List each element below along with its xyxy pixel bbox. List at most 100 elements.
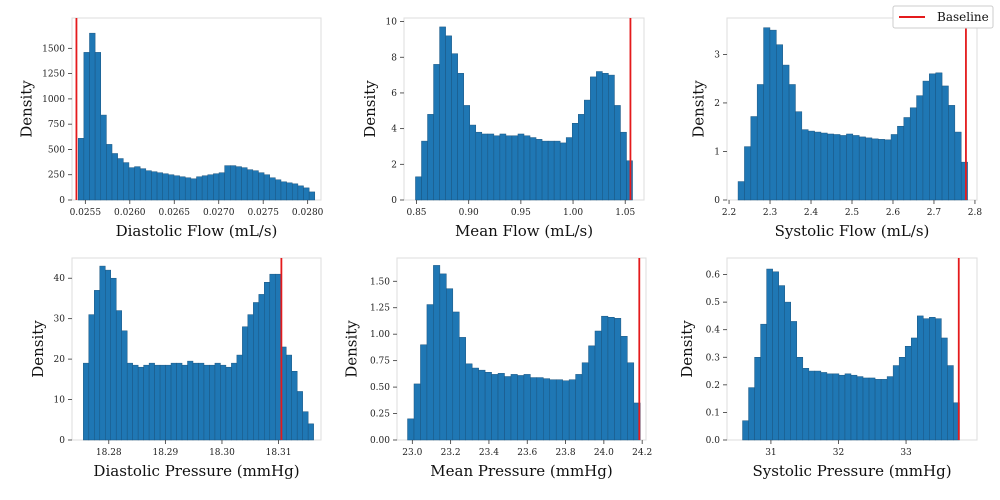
histogram-bar bbox=[181, 364, 188, 441]
histogram-bar bbox=[620, 131, 627, 201]
histogram-bar bbox=[878, 139, 885, 201]
panel-5: 31 32 33 0.0 0.1 0.2 0.3 0.4 0.5 0.6 Systolic Pres… bbox=[678, 257, 978, 480]
histogram-bar bbox=[156, 172, 163, 201]
histogram-bar bbox=[505, 135, 513, 201]
histogram-bar bbox=[253, 302, 260, 441]
x-tick-label: 0.0275 bbox=[247, 208, 279, 218]
histogram-bar bbox=[99, 265, 106, 441]
histogram-bar bbox=[763, 27, 771, 201]
histogram-bar bbox=[162, 173, 169, 201]
x-axis-label: Diastolic Pressure (mmHg) bbox=[93, 462, 299, 480]
histogram-bar bbox=[88, 314, 95, 441]
histogram-bar bbox=[602, 73, 609, 201]
histogram-bar bbox=[935, 72, 943, 201]
histogram-bar bbox=[83, 362, 90, 441]
histogram-bar bbox=[941, 85, 949, 201]
histogram-bar bbox=[433, 265, 441, 441]
y-tick-label: 30 bbox=[54, 315, 66, 325]
histogram-bar bbox=[433, 64, 440, 201]
histogram-bar bbox=[916, 95, 924, 201]
histogram-bar bbox=[151, 171, 158, 201]
y-tick-label: 1.00 bbox=[370, 330, 390, 340]
histogram-bar bbox=[549, 379, 557, 441]
histogram-bar bbox=[457, 73, 464, 201]
histogram-bar bbox=[439, 26, 446, 201]
histogram-bar bbox=[187, 360, 194, 441]
x-tick-label: 23.2 bbox=[441, 448, 461, 458]
histogram-bar bbox=[801, 129, 809, 201]
histogram-bar bbox=[471, 367, 479, 441]
histogram-bar bbox=[207, 174, 214, 201]
y-axis-label: Density bbox=[18, 80, 36, 138]
histogram-bar bbox=[581, 362, 589, 441]
x-tick-label: 0.85 bbox=[406, 208, 426, 218]
x-tick-label: 18.30 bbox=[209, 448, 235, 458]
histogram-bar bbox=[493, 135, 501, 201]
histogram-bar bbox=[83, 52, 90, 201]
histogram-bar bbox=[427, 114, 434, 201]
histogram-bar bbox=[106, 144, 113, 201]
histogram-bar bbox=[242, 326, 249, 441]
x-tick-label: 23.4 bbox=[479, 448, 499, 458]
histogram-bar bbox=[742, 420, 749, 441]
histogram-bar bbox=[760, 323, 767, 441]
histogram-bar bbox=[748, 387, 755, 441]
histogram-bar bbox=[874, 379, 882, 441]
histogram-bar bbox=[89, 32, 96, 201]
histogram-bar bbox=[543, 378, 551, 441]
histogram-bar bbox=[246, 169, 254, 201]
x-tick-label: 2.7 bbox=[927, 208, 942, 218]
histogram-bar bbox=[145, 170, 152, 201]
y-tick-label: 2 bbox=[391, 160, 397, 170]
y-tick-label: 8 bbox=[391, 53, 397, 63]
y-tick-label: 0.6 bbox=[706, 271, 721, 281]
histogram-bar bbox=[530, 377, 538, 441]
histogram-bar bbox=[832, 373, 840, 441]
histogram-bar bbox=[782, 64, 790, 201]
legend: Baseline bbox=[892, 5, 994, 29]
histogram-bar bbox=[897, 125, 905, 201]
histogram-bar bbox=[296, 391, 303, 441]
histogram-bar bbox=[929, 73, 936, 201]
histogram-bar bbox=[481, 133, 489, 201]
histogram-bar bbox=[903, 117, 911, 201]
histogram-bar bbox=[922, 80, 930, 201]
panel-3: 18.28 18.29 18.30 18.31 0 10 20 30 40 Diastolic P… bbox=[29, 257, 322, 480]
y-tick-label: 6 bbox=[391, 89, 397, 99]
histogram-bar bbox=[302, 411, 309, 441]
histogram-bar bbox=[134, 166, 141, 201]
histogram-bar bbox=[176, 362, 183, 441]
histogram-bar bbox=[838, 374, 846, 441]
histogram-bar bbox=[213, 173, 220, 201]
x-tick-label: 18.29 bbox=[152, 448, 178, 458]
x-tick-label: 0.0265 bbox=[159, 208, 191, 218]
histogram-bar bbox=[307, 423, 314, 441]
histogram-bar bbox=[463, 105, 470, 201]
histogram-bar bbox=[627, 362, 635, 441]
x-tick-label: 23.8 bbox=[556, 448, 576, 458]
histogram-bar bbox=[892, 365, 900, 441]
histogram-bar bbox=[588, 345, 596, 441]
histogram-bar bbox=[308, 191, 316, 201]
histogram-bar bbox=[499, 133, 507, 201]
histogram-bar bbox=[568, 379, 576, 441]
y-tick-label: 0 bbox=[59, 436, 65, 446]
histogram-bar bbox=[154, 364, 161, 441]
histogram-bar bbox=[201, 175, 209, 201]
y-tick-label: 1 bbox=[714, 147, 720, 157]
histogram-bar bbox=[766, 268, 773, 441]
x-tick-label: 23.6 bbox=[517, 448, 537, 458]
x-tick-label: 23.0 bbox=[402, 448, 422, 458]
histogram-bar bbox=[898, 357, 906, 441]
histogram-bar bbox=[184, 177, 192, 201]
y-tick-label: 0.50 bbox=[370, 383, 390, 393]
histogram-bar bbox=[297, 185, 304, 201]
panel-0: 0.0255 0.0260 0.0265 0.0270 0.0275 0.0280 0 250… bbox=[18, 17, 324, 240]
histogram-bar bbox=[407, 418, 415, 441]
histogram-bar bbox=[100, 114, 107, 201]
histogram-bar bbox=[303, 187, 310, 201]
y-axis-label: Density bbox=[678, 320, 696, 378]
y-tick-label: 4 bbox=[391, 125, 397, 135]
legend-box bbox=[892, 5, 994, 29]
histogram-bar bbox=[868, 377, 876, 441]
